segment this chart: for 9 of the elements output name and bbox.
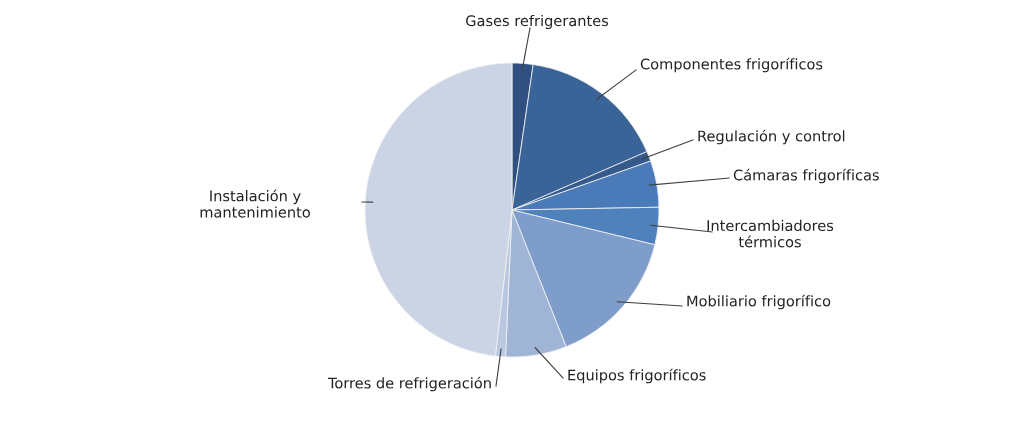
slice-label: Componentes frigoríficos <box>640 57 823 73</box>
slice-label: Instalación y mantenimiento <box>200 189 310 218</box>
slice-label: Equipos frigoríficos <box>568 368 706 384</box>
slice-label: Torres de refrigeración <box>327 376 491 392</box>
slice-label: Mobiliario frigorífico <box>687 294 831 310</box>
slice-label: Gases refrigerantes <box>466 14 609 30</box>
slice-label: Cámaras frigoríficas <box>733 168 879 184</box>
slice-label: Regulación y control <box>698 129 845 145</box>
slice-label: Intercambiadores térmicos <box>707 219 834 248</box>
